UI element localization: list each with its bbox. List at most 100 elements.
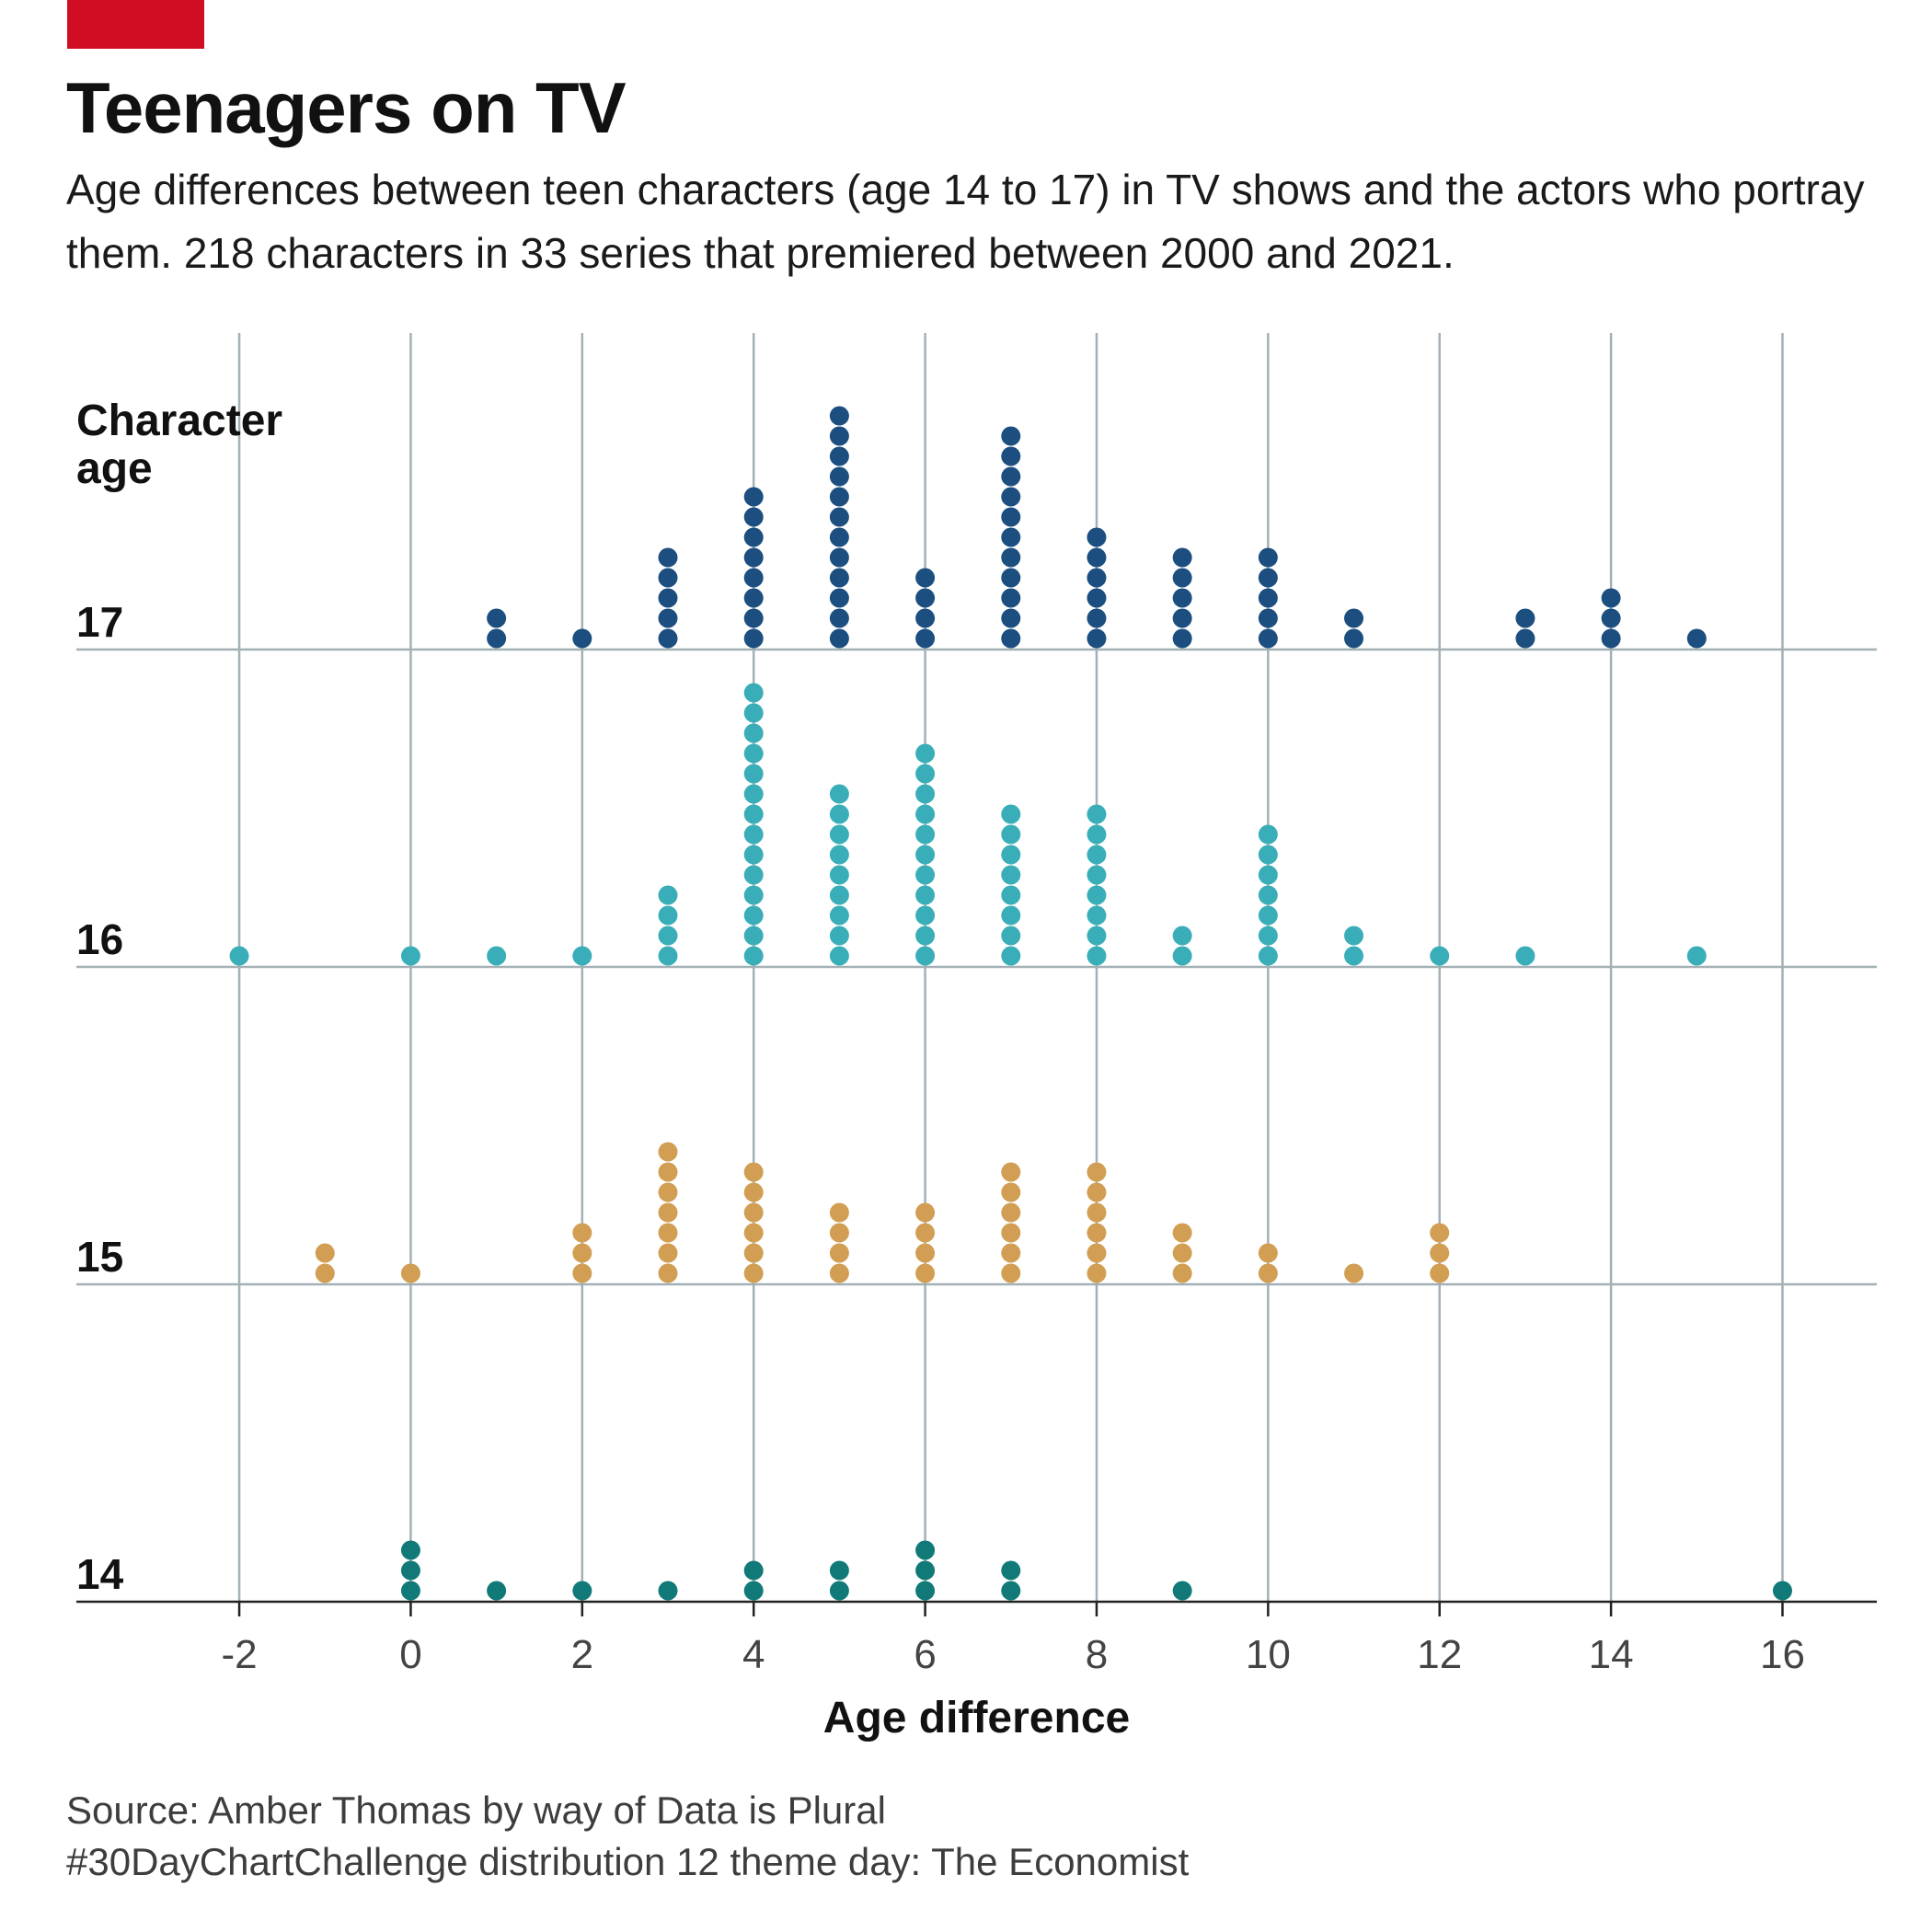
data-point [1172, 926, 1192, 946]
data-point [1087, 1243, 1107, 1263]
data-point [1087, 885, 1107, 905]
data-point [658, 1182, 678, 1202]
brand-red-tab [67, 0, 204, 49]
data-point [1344, 926, 1364, 946]
data-point [743, 764, 764, 784]
data-point [1001, 865, 1021, 885]
data-point [829, 588, 849, 608]
data-point [829, 824, 849, 845]
data-point [1172, 1223, 1192, 1243]
data-point [1344, 628, 1364, 649]
data-point [1258, 628, 1278, 649]
data-point [1001, 1560, 1021, 1581]
data-point [572, 628, 592, 649]
data-point [1258, 865, 1278, 885]
challenge-note: #30DayChartChallenge distribution 12 the… [66, 1840, 1190, 1883]
data-point [915, 926, 936, 946]
data-point [743, 588, 764, 608]
data-point [1258, 608, 1278, 628]
data-point [1258, 905, 1278, 926]
x-tick-label: -2 [221, 1632, 257, 1677]
category-label: 14 [76, 1550, 124, 1598]
x-axis-title: Age difference [822, 1694, 1131, 1742]
x-tick-label: 12 [1417, 1632, 1462, 1677]
data-point [658, 1202, 678, 1223]
data-point [487, 608, 507, 628]
data-point [829, 568, 849, 588]
data-point [915, 628, 936, 649]
data-point [829, 527, 849, 547]
data-point [1001, 568, 1021, 588]
data-point [1258, 926, 1278, 946]
data-point [915, 865, 936, 885]
data-point [743, 547, 764, 568]
data-point [915, 1223, 936, 1243]
data-point [1087, 588, 1107, 608]
data-point [572, 1223, 592, 1243]
data-point [915, 743, 936, 764]
data-point [1001, 905, 1021, 926]
data-point [1172, 628, 1192, 649]
data-point [743, 865, 764, 885]
data-point [1001, 1182, 1021, 1202]
data-point [743, 885, 764, 905]
data-point [743, 1182, 764, 1202]
data-point [1087, 547, 1107, 568]
data-point [1087, 824, 1107, 845]
data-point [743, 905, 764, 926]
data-point [1087, 1162, 1107, 1182]
data-point [1087, 568, 1107, 588]
data-point [829, 507, 849, 527]
data-point [743, 1162, 764, 1182]
data-point [915, 845, 936, 865]
data-point [1001, 1223, 1021, 1243]
data-point [487, 628, 507, 649]
data-point [1344, 608, 1364, 628]
data-point [743, 926, 764, 946]
data-point [1258, 547, 1278, 568]
data-point [743, 946, 764, 966]
data-point [1430, 1223, 1450, 1243]
data-point [1087, 1202, 1107, 1223]
data-point [1087, 1182, 1107, 1202]
data-point [1172, 547, 1192, 568]
data-point [400, 1540, 420, 1560]
chart-title: Teenagers on TV [66, 67, 627, 148]
data-point [743, 804, 764, 824]
data-point [658, 588, 678, 608]
data-point [915, 764, 936, 784]
data-point [743, 683, 764, 703]
data-point [1001, 1263, 1021, 1283]
data-point [829, 804, 849, 824]
data-point [1772, 1581, 1792, 1601]
data-point [1001, 527, 1021, 547]
category-label: 16 [76, 915, 123, 963]
data-point [1172, 568, 1192, 588]
data-point [1087, 865, 1107, 885]
data-point [1258, 1243, 1278, 1263]
data-point [658, 608, 678, 628]
data-point [1686, 946, 1707, 966]
data-point [400, 1560, 420, 1581]
data-point [1344, 1263, 1364, 1283]
data-point [915, 946, 936, 966]
data-point [658, 946, 678, 966]
data-point [1172, 1263, 1192, 1283]
data-point [1001, 446, 1021, 466]
data-point [658, 1142, 678, 1162]
data-point [487, 1581, 507, 1601]
data-point [572, 1263, 592, 1283]
data-point [1087, 905, 1107, 926]
data-point [1001, 926, 1021, 946]
data-point [1686, 628, 1707, 649]
x-tick-label: 14 [1589, 1632, 1634, 1677]
data-point [829, 905, 849, 926]
data-point [658, 568, 678, 588]
data-point [743, 1243, 764, 1263]
data-point [658, 1243, 678, 1263]
data-point [1430, 1263, 1450, 1283]
data-point [229, 946, 249, 966]
data-point [829, 1223, 849, 1243]
data-point [1001, 628, 1021, 649]
data-point [1515, 946, 1535, 966]
